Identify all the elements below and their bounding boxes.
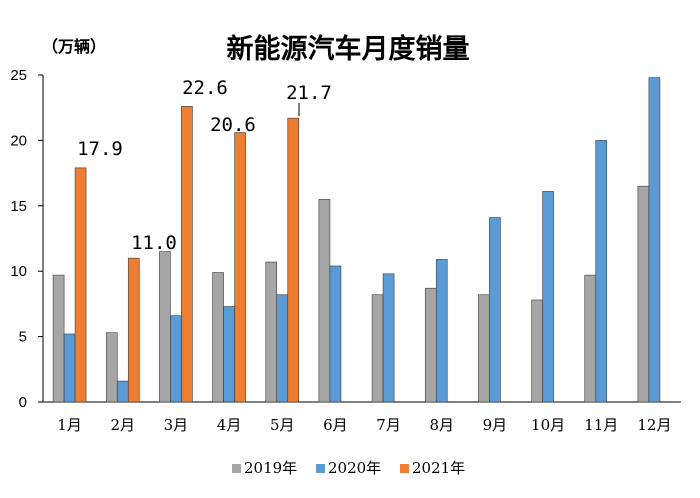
y-tick-label: 20 — [10, 132, 27, 149]
y-tick-label: 15 — [10, 198, 27, 215]
bar-2020 — [489, 217, 501, 403]
bar-2020 — [329, 265, 342, 403]
bar-2020 — [116, 380, 129, 403]
bar-2019 — [478, 294, 490, 403]
bar-2019 — [637, 185, 650, 403]
bar-2019 — [371, 294, 384, 403]
bar-2021 — [181, 106, 193, 403]
legend-swatch — [400, 464, 409, 473]
x-tick-label: 6月 — [323, 416, 348, 434]
bar-2020 — [223, 306, 235, 403]
bar-2020 — [435, 259, 448, 403]
chart-title: 新能源汽车月度销量 — [227, 33, 470, 65]
axes: 0 5 10 15 20 25 1月 2月 3月 4月 5月 6月 7月 8月 9月 10月 11月 12月 — [10, 67, 681, 434]
data-labels: 17.9 11.0 22.6 20.6 21.7 — [77, 77, 332, 254]
x-tick-label: 5月 — [270, 416, 295, 434]
x-tick-label: 4月 — [217, 416, 242, 434]
x-tick-label: 10月 — [531, 416, 565, 434]
bar-2021 — [234, 132, 246, 403]
bar-2020 — [63, 333, 76, 403]
x-tick-label: 9月 — [483, 416, 508, 434]
y-tick-label: 0 — [19, 394, 27, 411]
bar-2019 — [159, 251, 171, 403]
data-label: 20.6 — [210, 114, 256, 136]
bar-2019 — [318, 198, 331, 403]
y-tick-label: 25 — [10, 67, 27, 84]
bar-2019 — [531, 299, 543, 403]
bar-2021 — [74, 167, 87, 403]
bar-2019 — [105, 332, 118, 403]
bar-2020 — [648, 77, 661, 403]
data-label: 22.6 — [182, 77, 228, 99]
legend-swatch — [232, 464, 241, 473]
data-label: 17.9 — [77, 138, 123, 160]
x-tick-label: 3月 — [164, 416, 189, 434]
x-tick-label: 12月 — [637, 416, 671, 434]
legend: 2019年 2020年 2021年 — [232, 459, 465, 477]
y-axis-unit-label: （万辆） — [42, 37, 106, 56]
bars — [52, 77, 661, 403]
x-tick-label: 11月 — [584, 416, 618, 434]
legend-label: 2021年 — [412, 459, 465, 477]
x-tick-label: 8月 — [429, 416, 454, 434]
bar-2019 — [584, 274, 597, 403]
x-tick-label: 1月 — [57, 416, 82, 434]
y-tick-label: 10 — [10, 263, 27, 280]
bar-2020 — [542, 191, 554, 403]
bar-2019 — [424, 287, 437, 403]
bar-2019 — [52, 274, 65, 403]
bar-2020 — [276, 294, 289, 403]
legend-label: 2020年 — [328, 459, 381, 477]
bar-2020 — [170, 315, 182, 403]
x-tick-label: 2月 — [110, 416, 135, 434]
bar-2020 — [595, 140, 608, 403]
y-tick-label: 5 — [19, 329, 27, 346]
data-label: 11.0 — [131, 232, 177, 254]
legend-swatch — [316, 464, 325, 473]
bar-2019 — [212, 272, 224, 403]
x-tick-label: 7月 — [376, 416, 401, 434]
bar-2020 — [382, 273, 395, 403]
legend-label: 2019年 — [244, 459, 297, 477]
bar-2019 — [265, 261, 278, 403]
bar-2021 — [287, 117, 300, 403]
data-label: 21.7 — [286, 82, 332, 104]
bar-2021 — [127, 257, 140, 403]
